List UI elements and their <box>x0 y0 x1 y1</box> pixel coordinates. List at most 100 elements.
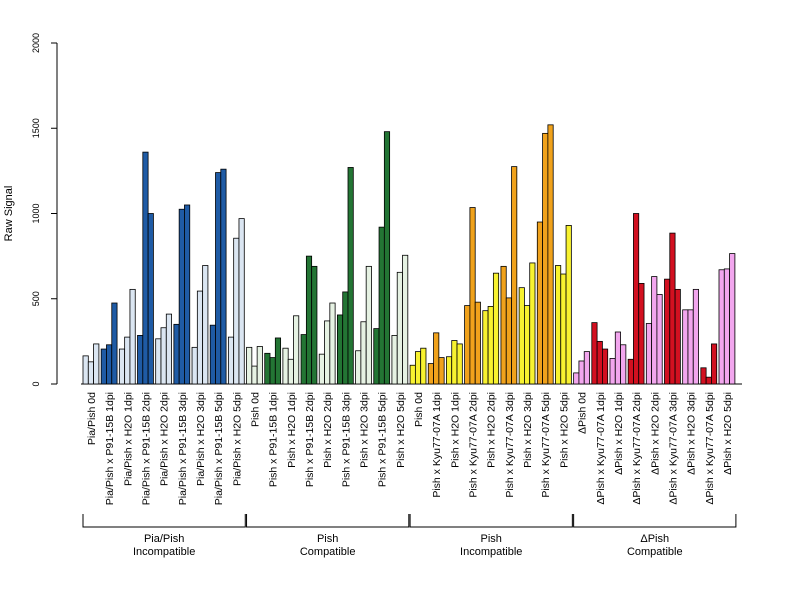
bar <box>137 335 144 385</box>
group-bracket <box>573 514 737 528</box>
bar <box>173 323 180 385</box>
x-tick-label: Pia/Pish x P91-15B 1dpi <box>104 392 116 505</box>
x-tick-label: Pish x H2O 2dpi <box>322 392 334 468</box>
bar <box>391 335 398 385</box>
bar <box>347 167 354 385</box>
bar <box>256 346 263 385</box>
bar <box>100 348 107 385</box>
x-tick-label: Pish x Kyu77-07A 2dpi <box>468 392 480 498</box>
x-tick-label: ΔPish x H2O 2dpi <box>649 392 661 475</box>
bar <box>451 340 458 385</box>
bar <box>184 204 191 385</box>
bar <box>165 313 172 385</box>
bar <box>414 351 422 385</box>
bar <box>511 166 518 385</box>
bar <box>492 272 500 385</box>
bar <box>329 302 336 385</box>
x-tick-label: Pia/Pish 0d <box>86 392 98 445</box>
y-axis-title: Raw Signal <box>3 186 15 242</box>
x-tick-label: ΔPish x Kyu77-07A 3dpi <box>667 392 679 505</box>
bar <box>269 357 276 385</box>
x-tick-label: ΔPish x Kyu77-07A 2dpi <box>631 392 643 505</box>
x-tick-label: Pia/Pish x H2O 2dpi <box>159 392 171 486</box>
group-bracket <box>409 514 573 528</box>
y-axis: Raw Signal 0 500 1000 1500 2000 <box>3 33 58 387</box>
bar <box>233 237 240 385</box>
y-tick-label: 0 <box>31 381 41 386</box>
bar <box>565 225 572 385</box>
bar <box>360 321 367 385</box>
x-tick-label: Pia/Pish x H2O 3dpi <box>195 392 207 486</box>
x-tick-label: Pish 0d <box>413 392 425 427</box>
x-tick-label: Pish x H2O 3dpi <box>359 392 371 468</box>
group-bracket <box>246 514 410 528</box>
bar <box>518 287 525 385</box>
x-tick-label: Pish x P91-15B 3dpi <box>340 392 352 487</box>
y-tick-label: 2000 <box>31 33 41 53</box>
group-label-line2: Incompatible <box>460 546 522 558</box>
bar <box>215 172 222 385</box>
bar <box>505 297 512 385</box>
bar <box>124 336 131 385</box>
bar <box>383 131 391 385</box>
bar <box>324 320 331 385</box>
bar <box>409 364 416 385</box>
bar <box>578 360 585 385</box>
bar <box>402 254 409 385</box>
y-tick-label: 1000 <box>31 203 41 223</box>
bar <box>645 323 653 385</box>
bar <box>191 346 198 385</box>
bar <box>718 269 725 385</box>
bar <box>500 265 507 385</box>
bar <box>438 357 445 385</box>
bar <box>373 328 380 385</box>
bar <box>609 358 616 385</box>
bar <box>287 358 294 385</box>
bar <box>627 358 634 385</box>
bar <box>142 151 149 385</box>
x-tick-labels: Pia/Pish 0d Pia/Pish x P91-15B 1dpi Pia/Pi… <box>86 392 734 505</box>
bar <box>396 271 403 385</box>
bar <box>638 283 645 385</box>
bar <box>711 343 718 385</box>
y-tick-label: 1500 <box>31 118 41 138</box>
bar <box>487 306 494 385</box>
x-tick-label: Pish x H2O 5dpi <box>558 392 570 468</box>
bar <box>524 305 531 385</box>
x-tick-label: ΔPish x H2O 1dpi <box>613 392 625 475</box>
bar <box>336 314 344 385</box>
bar <box>111 302 118 385</box>
bar <box>536 221 543 385</box>
bar <box>700 367 707 385</box>
bar <box>209 324 216 385</box>
x-tick-label: Pia/Pish x P91-15B 5dpi <box>213 392 225 505</box>
bar <box>547 124 554 385</box>
bar <box>669 232 676 385</box>
bar <box>220 168 227 385</box>
x-tick-label: Pish x Kyu77-07A 5dpi <box>540 392 552 498</box>
bars-layer <box>82 124 736 385</box>
bar <box>282 347 289 385</box>
x-tick-label: Pia/Pish x P91-15B 3dpi <box>177 392 189 505</box>
bar <box>682 309 689 385</box>
bar <box>614 331 621 385</box>
bar <box>342 291 349 385</box>
bar <box>656 294 663 385</box>
bar <box>251 365 258 385</box>
x-tick-label: ΔPish x H2O 5dpi <box>722 392 734 475</box>
bar <box>155 338 162 385</box>
bar <box>674 288 681 385</box>
bar <box>687 309 694 385</box>
bar <box>274 337 282 385</box>
bar <box>596 340 603 385</box>
bar <box>300 334 307 385</box>
y-tick-label: 500 <box>31 291 41 306</box>
group-label-line2: Compatible <box>627 546 683 558</box>
bar <box>664 278 671 385</box>
bar <box>420 347 427 385</box>
bar <box>93 343 100 385</box>
bar <box>378 226 385 385</box>
x-tick-label: Pia/Pish x H2O 5dpi <box>231 392 243 486</box>
bar <box>227 336 235 385</box>
